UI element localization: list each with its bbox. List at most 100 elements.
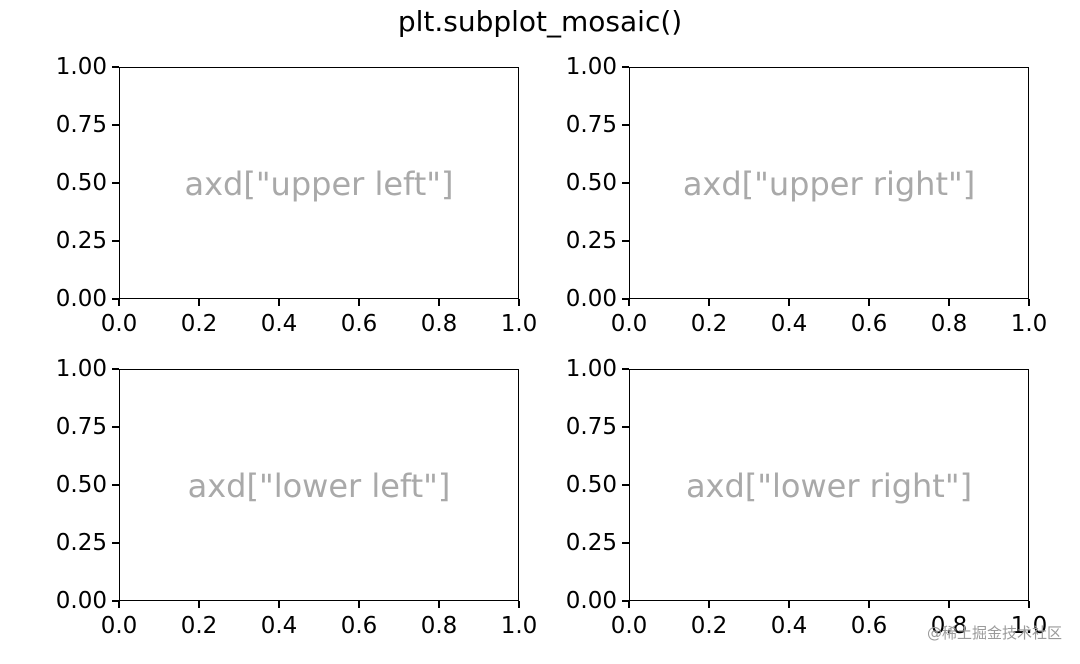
y-tick-mark <box>622 240 629 242</box>
x-tick-label: 0.6 <box>850 613 888 639</box>
y-tick-label: 1.00 <box>565 356 617 382</box>
x-tick-label: 0.2 <box>180 311 218 337</box>
y-tick-mark <box>622 600 629 602</box>
y-tick-label: 0.00 <box>55 286 107 312</box>
x-tick-label: 0.8 <box>420 613 458 639</box>
axes-upper-left: 0.0 0.2 0.4 0.6 0.8 1.0 0.00 0.25 0.50 0.75 1.00 ax… <box>56 54 538 337</box>
x-tick-mark <box>868 299 870 306</box>
x-tick-mark <box>518 601 520 608</box>
y-tick-mark <box>622 124 629 126</box>
y-tick-mark <box>112 298 119 300</box>
y-tick-mark <box>622 182 629 184</box>
y-tick-mark <box>112 124 119 126</box>
x-tick-mark <box>278 299 280 306</box>
x-tick-mark <box>358 299 360 306</box>
y-tick-label: 0.00 <box>55 588 107 614</box>
x-tick-mark <box>788 299 790 306</box>
y-tick-mark <box>112 484 119 486</box>
x-tick-mark <box>358 601 360 608</box>
y-tick-label: 0.50 <box>565 472 617 498</box>
y-tick-mark <box>622 66 629 68</box>
x-tick-mark <box>628 299 630 306</box>
y-tick-label: 0.75 <box>565 414 617 440</box>
y-tick-mark <box>622 426 629 428</box>
y-tick-mark <box>622 298 629 300</box>
y-tick-label: 0.25 <box>55 228 107 254</box>
y-tick-label: 1.00 <box>565 54 617 80</box>
y-tick-mark <box>622 368 629 370</box>
x-tick-label: 0.4 <box>770 311 808 337</box>
axes-frame <box>119 369 519 601</box>
y-tick-mark <box>112 240 119 242</box>
x-tick-label: 0.8 <box>930 311 968 337</box>
x-tick-label: 0.6 <box>340 311 378 337</box>
x-tick-mark <box>1028 601 1030 608</box>
y-tick-label: 0.25 <box>55 530 107 556</box>
axes-frame <box>629 67 1029 299</box>
x-tick-label: 1.0 <box>500 613 538 639</box>
axes-frame <box>119 67 519 299</box>
x-tick-label: 0.4 <box>260 613 298 639</box>
x-tick-mark <box>708 299 710 306</box>
x-tick-label: 0.2 <box>180 613 218 639</box>
axes-annotation: axd["lower right"] <box>685 467 973 505</box>
y-tick-mark <box>622 484 629 486</box>
x-tick-mark <box>278 601 280 608</box>
x-tick-label: 0.8 <box>420 311 458 337</box>
axes-lower-right: 0.0 0.2 0.4 0.6 0.8 1.0 0.00 0.25 0.50 0.75 1.00 ax… <box>566 356 1048 639</box>
x-tick-mark <box>198 601 200 608</box>
x-tick-mark <box>788 601 790 608</box>
x-tick-mark <box>868 601 870 608</box>
x-tick-mark <box>628 601 630 608</box>
x-tick-label: 0.6 <box>850 311 888 337</box>
y-tick-label: 0.75 <box>55 414 107 440</box>
x-tick-label: 1.0 <box>1010 311 1048 337</box>
x-tick-mark <box>438 299 440 306</box>
y-tick-label: 0.25 <box>565 530 617 556</box>
y-tick-mark <box>112 66 119 68</box>
x-tick-mark <box>118 601 120 608</box>
axes-upper-right: 0.0 0.2 0.4 0.6 0.8 1.0 0.00 0.25 0.50 0.75 1.00 ax… <box>566 54 1048 337</box>
y-tick-mark <box>112 600 119 602</box>
y-tick-label: 0.50 <box>55 170 107 196</box>
axes-lower-left: 0.0 0.2 0.4 0.6 0.8 1.0 0.00 0.25 0.50 0.75 1.00 ax… <box>56 356 538 639</box>
x-tick-label: 1.0 <box>1010 613 1048 639</box>
figure-title: plt.subplot_mosaic() <box>397 5 683 38</box>
y-tick-label: 0.75 <box>565 112 617 138</box>
x-tick-label: 0.8 <box>930 613 968 639</box>
x-tick-mark <box>438 601 440 608</box>
watermark-text: @稀土掘金技术社区 <box>926 624 1062 642</box>
y-tick-label: 0.50 <box>55 472 107 498</box>
axes-annotation: axd["upper left"] <box>184 165 454 203</box>
x-tick-mark <box>1028 299 1030 306</box>
x-tick-label: 0.2 <box>690 613 728 639</box>
x-tick-label: 0.0 <box>100 613 138 639</box>
x-tick-label: 1.0 <box>500 311 538 337</box>
y-tick-label: 0.00 <box>565 286 617 312</box>
x-tick-mark <box>948 601 950 608</box>
x-tick-mark <box>948 299 950 306</box>
y-tick-label: 0.50 <box>565 170 617 196</box>
x-tick-label: 0.0 <box>610 613 648 639</box>
x-tick-mark <box>118 299 120 306</box>
y-tick-mark <box>112 426 119 428</box>
x-tick-label: 0.6 <box>340 613 378 639</box>
y-tick-label: 1.00 <box>55 356 107 382</box>
axes-annotation: axd["lower left"] <box>187 467 451 505</box>
x-tick-mark <box>708 601 710 608</box>
axes-annotation: axd["upper right"] <box>682 165 976 203</box>
x-tick-label: 0.4 <box>260 311 298 337</box>
y-tick-mark <box>112 368 119 370</box>
y-tick-label: 0.75 <box>55 112 107 138</box>
x-tick-mark <box>518 299 520 306</box>
y-tick-mark <box>112 182 119 184</box>
y-tick-label: 0.25 <box>565 228 617 254</box>
x-tick-label: 0.4 <box>770 613 808 639</box>
x-tick-mark <box>198 299 200 306</box>
y-tick-label: 1.00 <box>55 54 107 80</box>
y-tick-mark <box>622 542 629 544</box>
y-tick-mark <box>112 542 119 544</box>
y-tick-label: 0.00 <box>565 588 617 614</box>
x-tick-label: 0.2 <box>690 311 728 337</box>
